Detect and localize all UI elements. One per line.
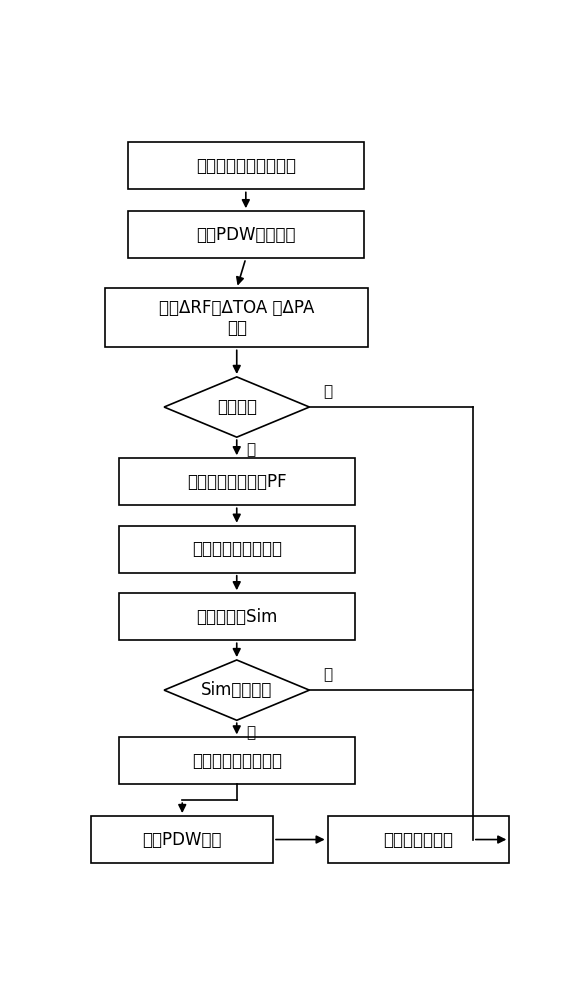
Text: 对比ΔRF、ΔTOA 、ΔPA
门限: 对比ΔRF、ΔTOA 、ΔPA 门限 xyxy=(159,299,315,337)
Text: 是: 是 xyxy=(246,726,255,741)
Text: 是: 是 xyxy=(246,442,255,457)
Polygon shape xyxy=(164,660,309,720)
FancyBboxPatch shape xyxy=(105,288,369,347)
FancyBboxPatch shape xyxy=(118,458,355,505)
Text: 更新PDW缓存: 更新PDW缓存 xyxy=(142,831,222,849)
FancyBboxPatch shape xyxy=(91,816,273,863)
FancyBboxPatch shape xyxy=(118,593,355,640)
FancyBboxPatch shape xyxy=(128,211,364,258)
Text: 脉冲拼接，脉内分析: 脉冲拼接，脉内分析 xyxy=(192,752,282,770)
Polygon shape xyxy=(164,377,309,437)
Text: 求相似系数Sim: 求相似系数Sim xyxy=(196,608,277,626)
Text: 雷达信号脉内参数计算: 雷达信号脉内参数计算 xyxy=(196,157,296,175)
Text: Sim小于门限: Sim小于门限 xyxy=(201,681,272,699)
Text: 数据分选和融合: 数据分选和融合 xyxy=(383,831,454,849)
Text: 建立脉冲特征矩阵PF: 建立脉冲特征矩阵PF xyxy=(187,473,287,491)
FancyBboxPatch shape xyxy=(128,142,364,189)
Text: 否: 否 xyxy=(323,384,332,399)
Text: 特征系数归一化调整: 特征系数归一化调整 xyxy=(192,540,282,558)
FancyBboxPatch shape xyxy=(118,737,355,784)
FancyBboxPatch shape xyxy=(328,816,509,863)
Text: 否: 否 xyxy=(323,667,332,682)
Text: 脉冲分裂: 脉冲分裂 xyxy=(217,398,257,416)
FancyBboxPatch shape xyxy=(118,526,355,573)
Text: 相邻PDW参数比对: 相邻PDW参数比对 xyxy=(196,226,295,244)
